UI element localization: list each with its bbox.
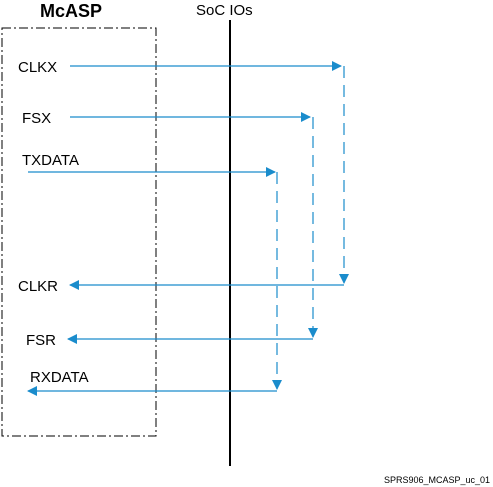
signal-label-txdata: TXDATA: [22, 152, 79, 169]
signal-label-fsx: FSX: [22, 110, 51, 127]
mcasp-block-boundary: [1, 27, 157, 437]
soc-ios-header: SoC IOs: [196, 2, 253, 19]
signal-label-clkr: CLKR: [18, 278, 58, 295]
figure-id: SPRS906_MCASP_uc_01: [384, 475, 490, 485]
signal-label-fsr: FSR: [26, 332, 56, 349]
mcasp-title: McASP: [40, 1, 102, 21]
signal-label-clkx: CLKX: [18, 59, 57, 76]
signal-label-rxdata: RXDATA: [30, 369, 89, 386]
